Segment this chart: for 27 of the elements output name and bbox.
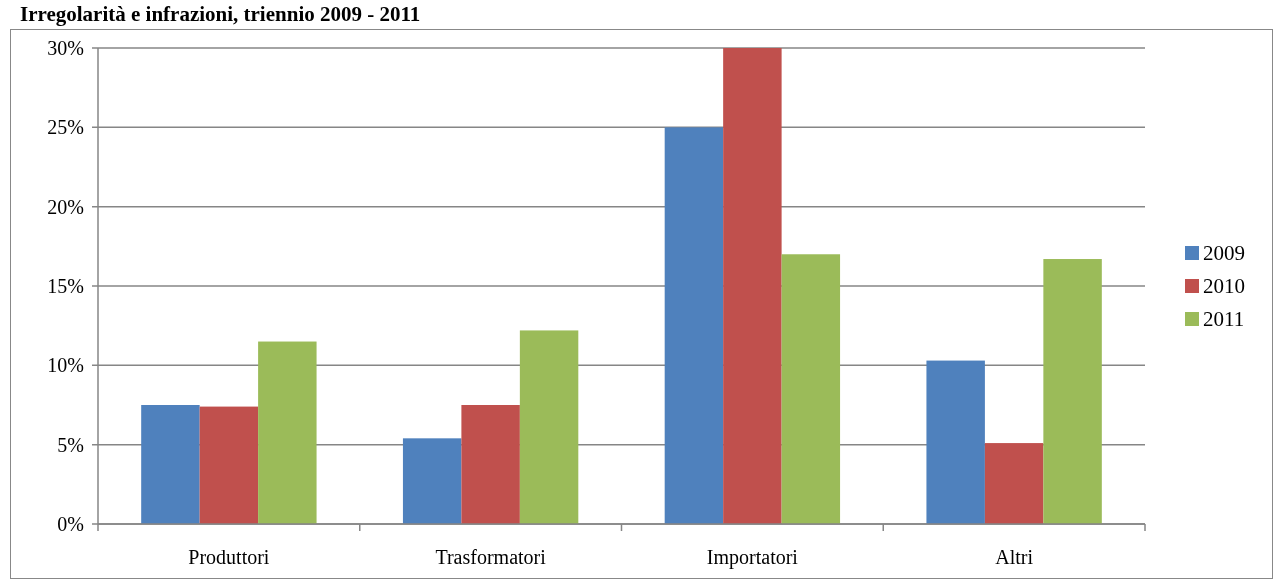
legend-label: 2009 bbox=[1203, 241, 1245, 266]
y-tick-label: 0% bbox=[57, 513, 84, 535]
x-tick-label: Altri bbox=[995, 546, 1034, 568]
bar bbox=[519, 330, 579, 524]
bar bbox=[1043, 259, 1102, 524]
y-tick-label: 15% bbox=[47, 275, 84, 297]
bar bbox=[664, 127, 724, 524]
y-tick-label: 25% bbox=[47, 116, 84, 139]
chart-title: Irregolarità e infrazioni, triennio 2009 - 2011 bbox=[20, 2, 421, 26]
bar bbox=[402, 438, 462, 524]
y-tick-label: 20% bbox=[47, 195, 84, 218]
legend-label: 2010 bbox=[1203, 274, 1245, 299]
x-tick-label: Trasformatori bbox=[435, 546, 547, 568]
bar bbox=[258, 341, 317, 524]
bar bbox=[461, 405, 520, 524]
bar bbox=[723, 48, 782, 524]
bar bbox=[984, 443, 1044, 524]
bar bbox=[199, 406, 259, 524]
legend-label: 2011 bbox=[1203, 307, 1245, 332]
y-tick-label: 5% bbox=[57, 433, 84, 456]
x-tick-label: Produttori bbox=[188, 546, 270, 568]
bar bbox=[141, 405, 200, 524]
y-tick-label: 30% bbox=[47, 37, 84, 59]
bar bbox=[781, 254, 841, 524]
bar bbox=[926, 360, 985, 524]
y-tick-label: 10% bbox=[47, 354, 84, 377]
x-tick-label: Importatori bbox=[706, 546, 799, 569]
